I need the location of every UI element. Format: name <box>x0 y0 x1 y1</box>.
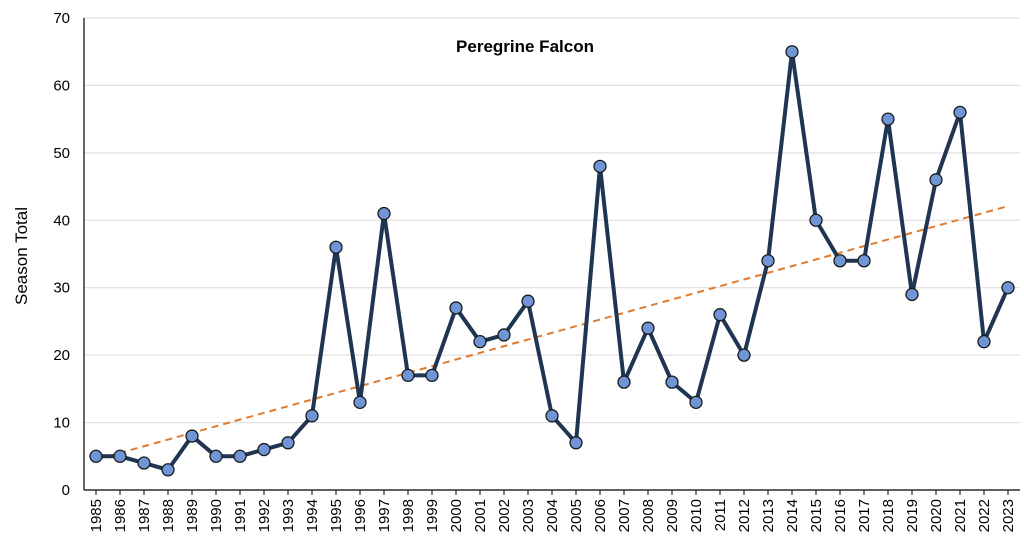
x-tick-label: 2011 <box>712 499 729 531</box>
x-tick-label: 2014 <box>784 499 801 532</box>
data-point <box>545 409 559 423</box>
trendline-layer <box>95 205 1009 461</box>
data-point <box>185 429 199 443</box>
x-tick-label: 1985 <box>88 499 105 532</box>
x-tick-label: 2018 <box>880 499 897 532</box>
data-point <box>161 463 175 477</box>
x-tick-label: 2020 <box>928 499 945 532</box>
y-axis-title: Season Total <box>12 207 31 305</box>
data-point <box>785 45 799 59</box>
series-layer <box>89 45 1015 477</box>
y-tick-label: 60 <box>53 77 70 94</box>
data-point <box>113 449 127 463</box>
data-point <box>593 159 607 173</box>
y-tick-label: 50 <box>53 145 70 162</box>
data-point <box>497 328 511 342</box>
x-tick-label: 2000 <box>448 499 465 532</box>
data-point <box>281 436 295 450</box>
data-point <box>689 395 703 409</box>
data-point <box>905 287 919 302</box>
x-tick-label: 2022 <box>976 499 993 532</box>
data-point <box>377 206 391 221</box>
x-tick-label: 2010 <box>688 499 705 532</box>
x-tick-label: 2019 <box>904 499 921 532</box>
data-point <box>977 335 991 349</box>
data-point <box>521 294 535 308</box>
data-point <box>425 368 439 383</box>
data-point <box>353 395 367 409</box>
x-tick-label: 1997 <box>376 499 393 532</box>
x-tick-label: 1994 <box>304 499 321 532</box>
data-point <box>617 375 631 389</box>
x-tick-label: 2015 <box>808 499 825 532</box>
x-tick-label: 2005 <box>568 499 585 532</box>
x-tick-labels: 1985 1986 1987 1988 1989 1990 1991 1992 1993 1994… <box>88 490 1017 532</box>
y-tick-label: 30 <box>53 280 70 297</box>
data-point <box>305 409 319 423</box>
x-tick-label: 2008 <box>640 499 657 532</box>
gridlines <box>84 17 1020 424</box>
y-tick-label: 20 <box>53 347 70 364</box>
x-tick-label: 2003 <box>520 499 537 532</box>
data-point <box>881 112 895 126</box>
data-point <box>569 436 583 450</box>
x-tick-label: 2023 <box>1000 499 1017 532</box>
chart-title: Peregrine Falcon <box>456 37 594 56</box>
y-tick-label: 10 <box>53 415 70 432</box>
y-tick-label: 70 <box>53 10 70 27</box>
x-tick-label: 2009 <box>664 499 681 532</box>
data-point <box>761 254 775 268</box>
x-tick-label: 1998 <box>400 499 417 532</box>
x-tick-label: 2013 <box>760 499 777 532</box>
data-point <box>89 449 103 463</box>
data-point <box>473 335 487 349</box>
y-tick-label: 0 <box>62 482 70 499</box>
x-tick-label: 2016 <box>832 499 849 532</box>
y-tick-label: 40 <box>53 212 70 229</box>
data-point <box>641 321 655 335</box>
x-tick-label: 2001 <box>472 499 489 532</box>
x-tick-label: 2002 <box>496 499 513 532</box>
y-tick-labels: 0 10 20 30 40 50 60 70 <box>53 10 70 499</box>
x-tick-label: 1990 <box>208 499 225 532</box>
data-point <box>1001 281 1015 295</box>
data-point <box>857 254 871 268</box>
data-point <box>401 368 415 383</box>
x-tick-label: 2007 <box>616 499 633 532</box>
x-tick-label: 2006 <box>592 499 609 532</box>
data-point <box>953 105 967 120</box>
x-tick-label: 1996 <box>352 499 369 532</box>
x-tick-label: 2021 <box>952 499 969 532</box>
x-tick-label: 1988 <box>160 499 177 532</box>
data-point <box>713 308 727 322</box>
series-line <box>96 49 1010 472</box>
trendline <box>95 205 1009 461</box>
x-tick-label: 1999 <box>424 499 441 532</box>
x-tick-label: 1989 <box>184 499 201 532</box>
data-point <box>329 240 343 254</box>
x-tick-label: 2017 <box>856 499 873 532</box>
data-point <box>809 213 823 227</box>
x-tick-label: 1987 <box>136 499 153 532</box>
data-point <box>209 449 223 463</box>
data-point <box>233 449 247 463</box>
x-tick-label: 1991 <box>232 499 249 532</box>
data-point <box>929 173 943 187</box>
data-point <box>257 442 271 457</box>
x-tick-label: 2004 <box>544 499 561 532</box>
x-tick-label: 1993 <box>280 499 297 532</box>
data-point <box>137 456 151 470</box>
data-point <box>449 301 463 315</box>
x-tick-label: 1992 <box>256 499 273 532</box>
x-tick-label: 1986 <box>112 499 129 532</box>
data-point <box>665 375 679 389</box>
data-point <box>737 348 751 362</box>
data-point <box>833 254 847 268</box>
x-tick-label: 2012 <box>736 499 753 532</box>
x-tick-label: 1995 <box>328 499 345 532</box>
